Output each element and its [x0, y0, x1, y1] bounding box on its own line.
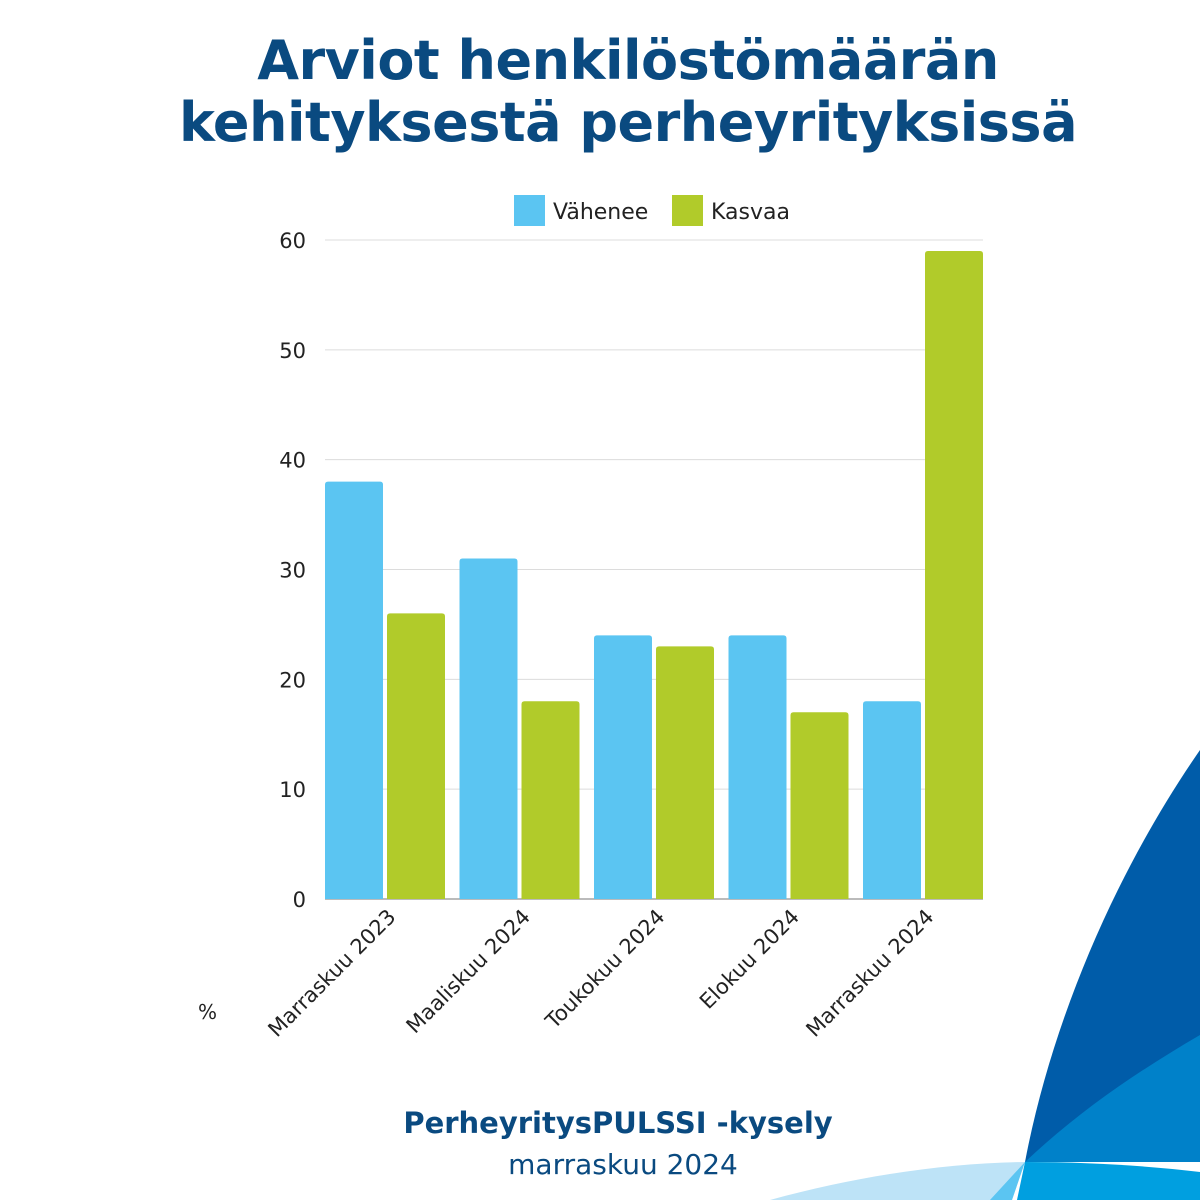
title-line-1: Arviot henkilöstömäärän: [257, 29, 999, 92]
bar-kasvaa: [521, 701, 580, 899]
y-tick-label: 60: [279, 229, 306, 253]
background-decoration: [770, 750, 1200, 1200]
bar-vahenee: [459, 558, 518, 899]
survey-date: marraskuu 2024: [508, 1148, 738, 1181]
legend-label-vahenee: Vähenee: [553, 200, 648, 225]
bar-vahenee: [594, 635, 652, 899]
x-tick-label: Marraskuu 2023: [263, 905, 400, 1042]
y-tick-label: 50: [279, 339, 306, 363]
bar-kasvaa: [656, 646, 714, 899]
chart-title: Arviot henkilöstömäärän kehityksestä per…: [0, 30, 1200, 154]
bar-kasvaa: [790, 712, 849, 899]
legend-swatch-vahenee: [514, 195, 545, 226]
bar-kasvaa: [925, 250, 983, 899]
y-tick-label: 30: [279, 559, 306, 583]
title-line-2: kehityksestä perheyrityksissä: [178, 91, 1078, 154]
x-tick-label: Elokuu 2024: [695, 905, 804, 1014]
y-axis-unit-label: %: [198, 1000, 217, 1024]
bar-vahenee: [325, 481, 383, 899]
legend-label-kasvaa: Kasvaa: [711, 200, 790, 225]
survey-name: PerheyritysPULSSI -kysely: [403, 1106, 833, 1140]
bar-kasvaa: [387, 613, 445, 899]
x-tick-label: Toukokuu 2024: [540, 905, 669, 1034]
y-tick-label: 40: [279, 449, 306, 473]
bar-vahenee: [863, 701, 921, 899]
x-tick-label: Marraskuu 2024: [801, 905, 938, 1042]
x-tick-label: Maaliskuu 2024: [402, 905, 535, 1038]
legend-swatch-kasvaa: [672, 195, 703, 226]
bar-vahenee: [728, 635, 787, 899]
y-tick-label: 20: [279, 668, 306, 692]
y-tick-label: 0: [293, 888, 306, 912]
y-tick-label: 10: [279, 778, 306, 802]
